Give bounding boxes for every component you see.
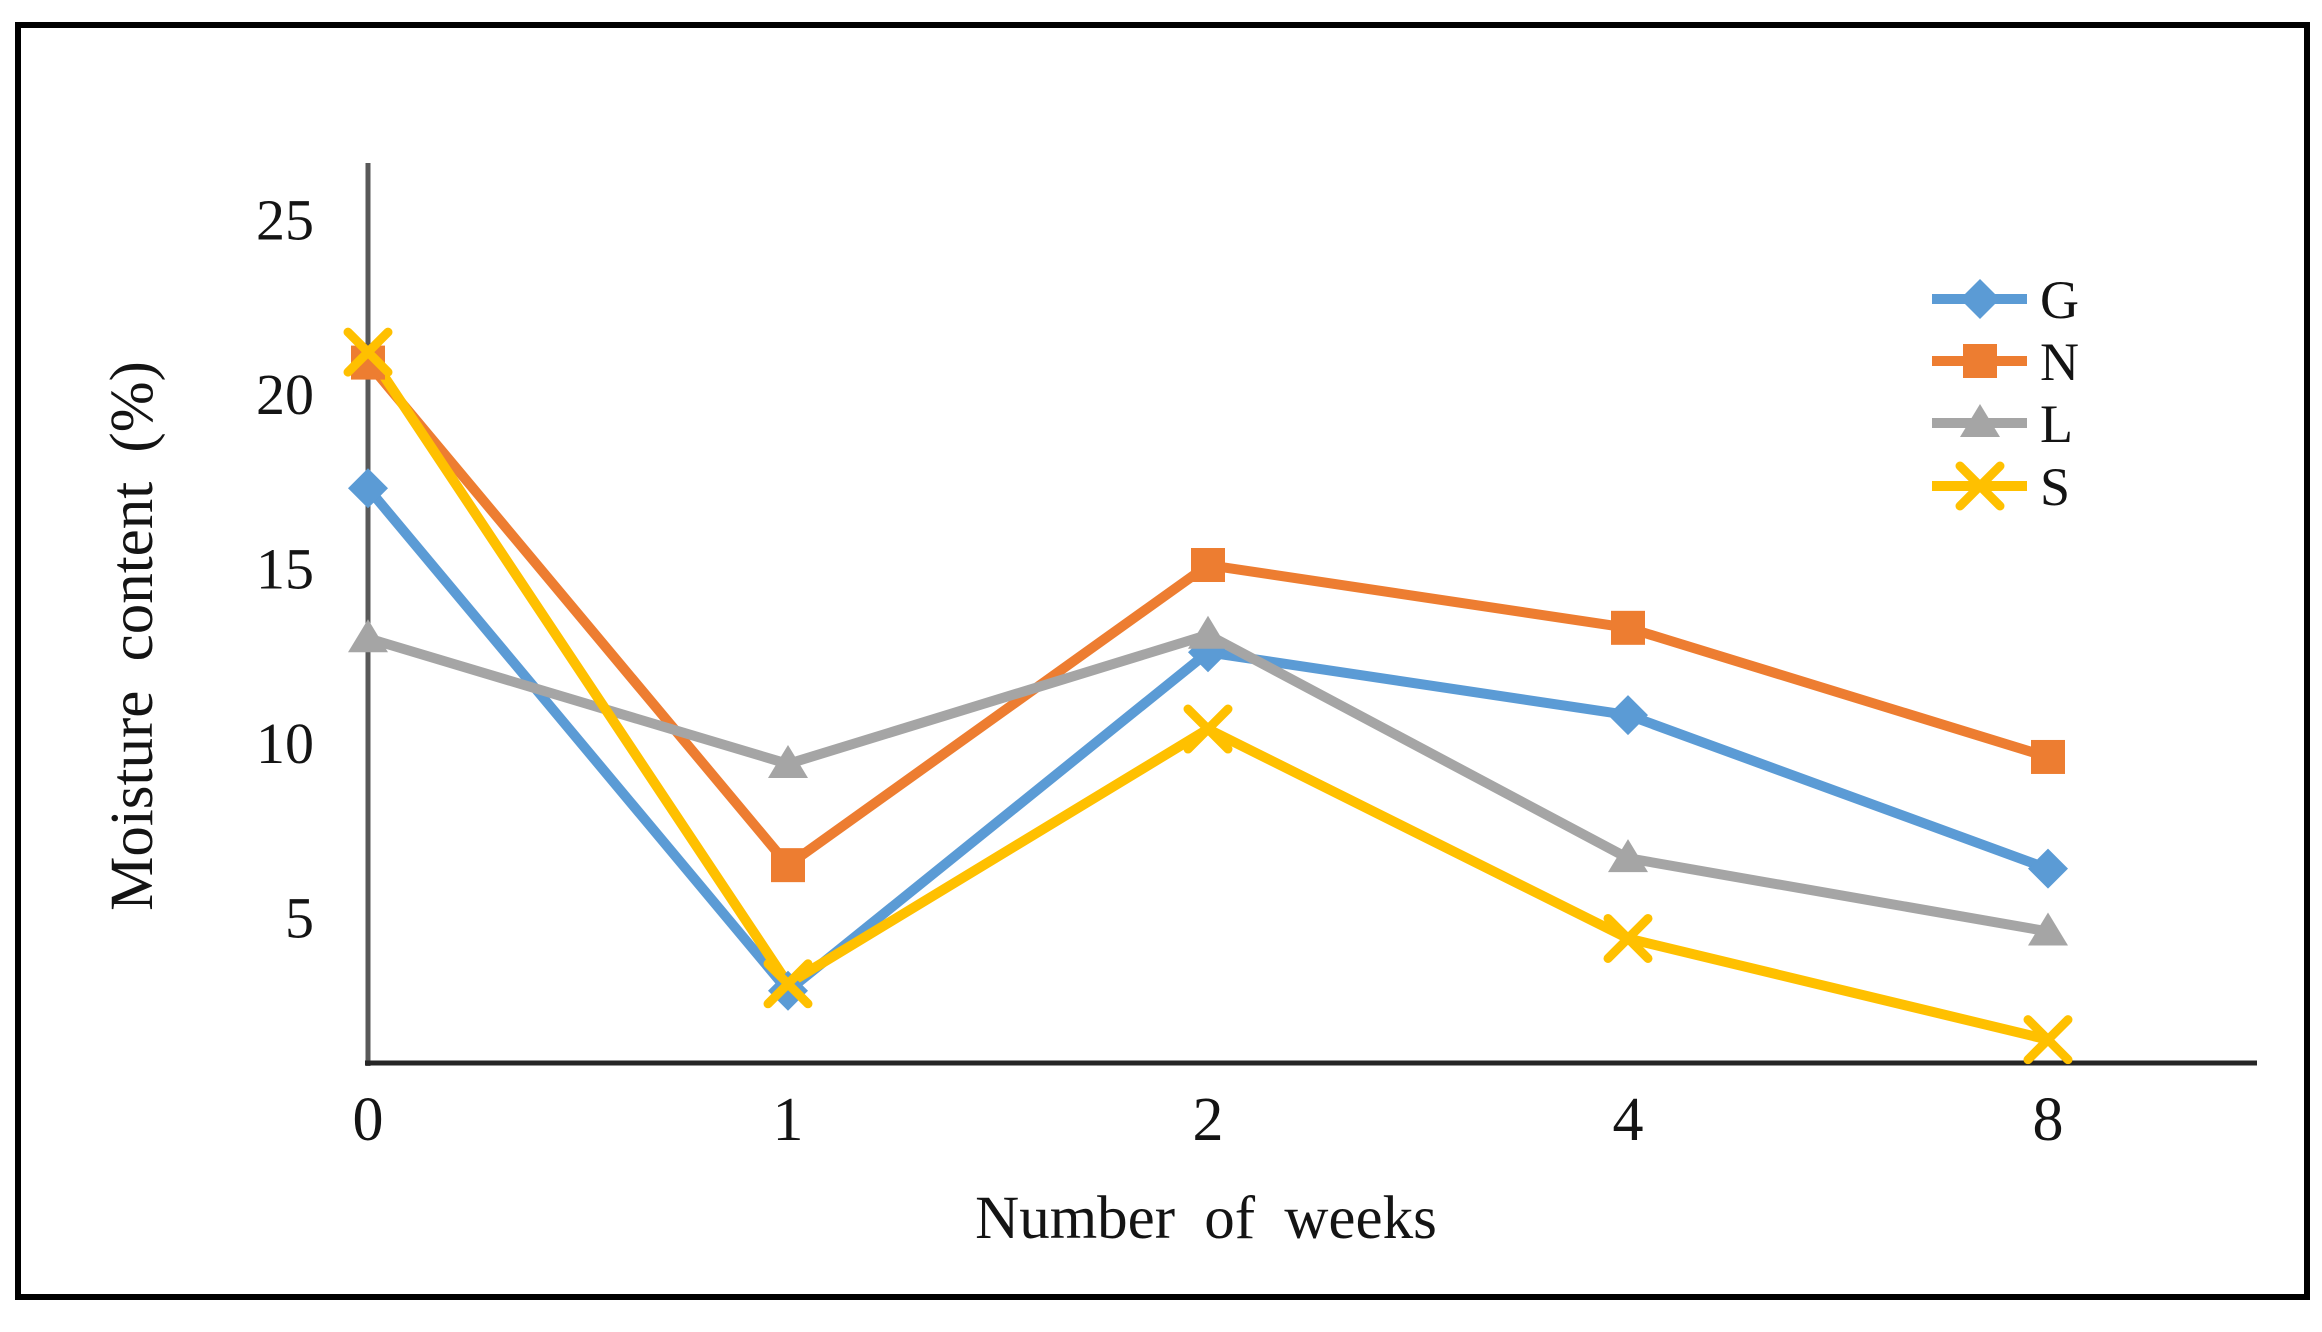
x-axis-title: Number of weeks [975,1185,1437,1252]
marker-S-4 [1603,913,1653,963]
marker-L-4 [1608,839,1648,873]
marker-N-4 [1611,610,1645,645]
y-tick-label-10: 10 [256,711,314,776]
x-tick-label-1: 1 [773,1086,804,1154]
marker-N-8 [2031,739,2065,774]
marker-S-2 [1183,704,1233,754]
marker-L-1 [768,744,808,778]
marker-G-8 [2028,848,2068,889]
legend-item-G: G [1932,270,2079,330]
legend-item-S: S [1932,457,2070,517]
x-tick-label-2: 2 [1193,1086,1224,1154]
x-tick-labels: 0 1 2 4 8 [353,1086,2064,1154]
marker-G-4 [1608,695,1648,736]
marker-S-1 [763,959,813,1009]
y-tick-label-20: 20 [256,362,314,427]
legend-triangle-icon [1960,404,2000,437]
marker-L-2 [1188,615,1228,649]
legend-label-S: S [2040,457,2070,517]
legend-label-L: L [2040,394,2073,454]
legend-square-icon [1963,344,1997,378]
legend-label-N: N [2040,332,2079,392]
legend-item-N: N [1932,332,2079,392]
x-tick-label-0: 0 [353,1086,384,1154]
figure-border [15,22,2310,1300]
y-tick-label-25: 25 [256,188,314,253]
y-axis-title: Moisture content (%) [99,361,166,911]
series-markers [343,327,2073,1065]
marker-G-0 [348,468,388,509]
legend-x-icon [1955,461,2005,511]
marker-L-8 [2028,912,2068,946]
legend-diamond-icon [1960,279,2000,319]
legend-item-L: L [1932,394,2073,454]
y-tick-label-5: 5 [285,886,314,951]
series-lines [363,347,2053,1045]
marker-G-1 [768,970,808,1011]
x-tick-label-8: 8 [2033,1086,2064,1154]
marker-N-1 [771,848,805,883]
series-line-S [363,347,2053,1045]
x-tick-label-4: 4 [1613,1086,1644,1154]
y-tick-label-15: 15 [256,537,314,602]
marker-S-8 [2023,1015,2073,1065]
legend-label-G: G [2040,270,2079,330]
marker-S-0 [343,327,393,377]
marker-L-0 [348,619,388,653]
marker-N-2 [1191,548,1225,583]
y-tick-labels: 5 10 15 20 25 [256,188,314,951]
